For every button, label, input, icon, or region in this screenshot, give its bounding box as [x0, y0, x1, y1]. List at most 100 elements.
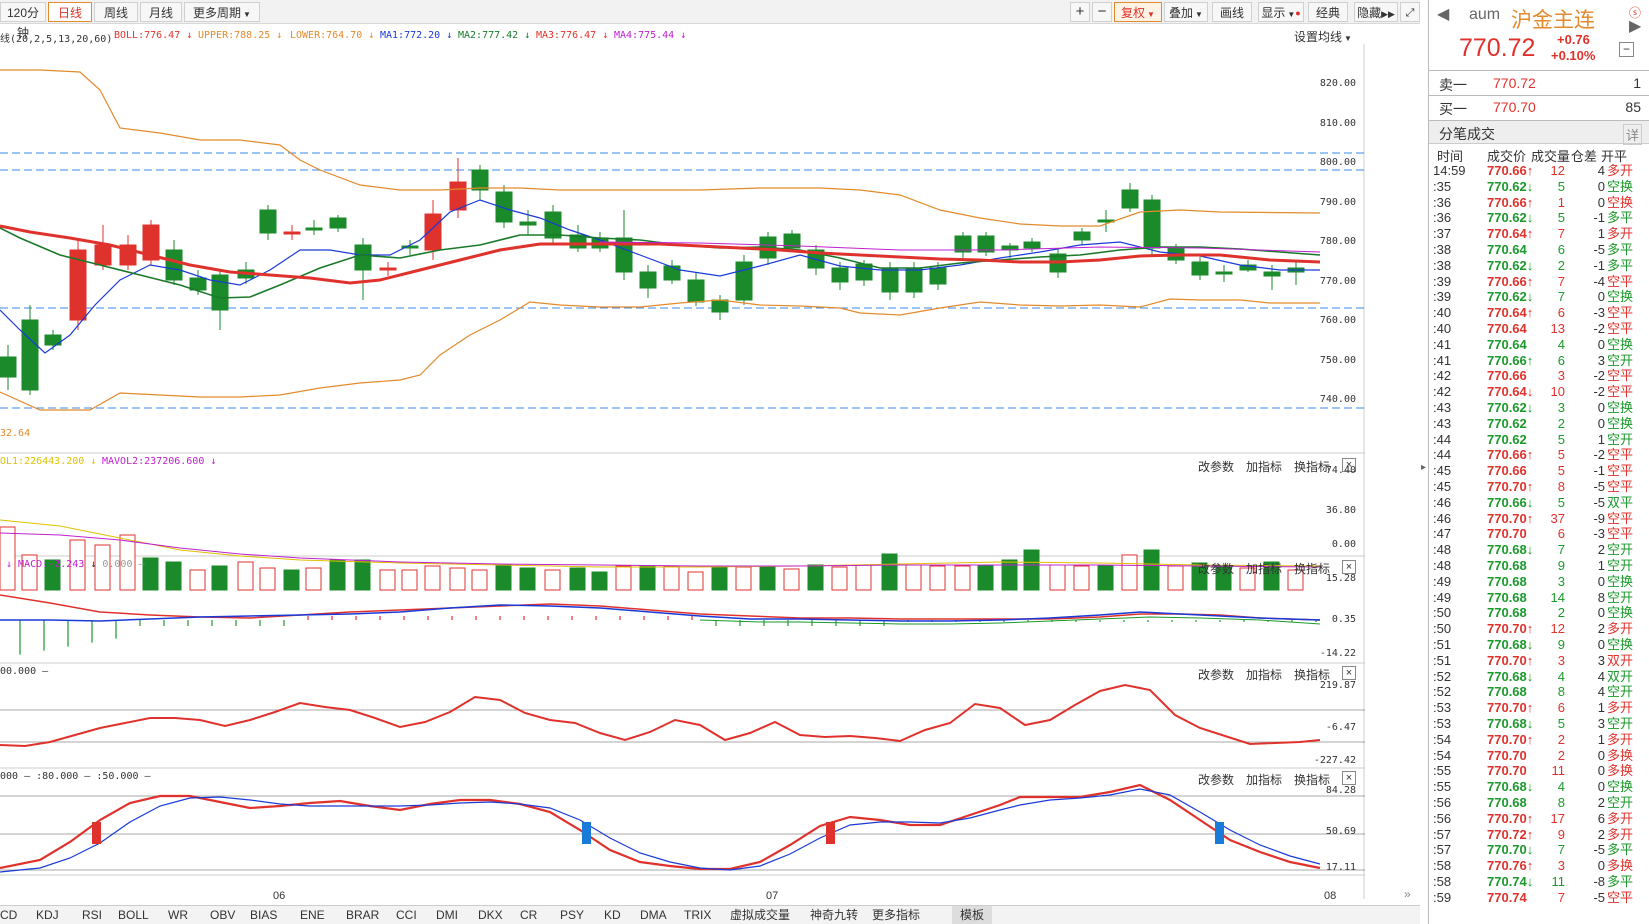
tab-虚拟成交量[interactable]: 虚拟成交量 — [730, 908, 791, 922]
tab-brar[interactable]: BRAR — [346, 908, 380, 922]
tick-price: 770.66↑ — [1487, 163, 1534, 178]
scroll-right-icon[interactable]: » — [1404, 887, 1411, 901]
macd-switch-indicator-button[interactable]: 换指标 — [1294, 562, 1331, 576]
tick-volume: 9 — [1557, 637, 1565, 652]
tick-type: 空平 — [1607, 384, 1634, 400]
macd-close-icon[interactable]: × — [1342, 560, 1356, 574]
collapse-quote-button[interactable]: − — [1619, 42, 1634, 57]
tab-cd[interactable]: CD — [0, 908, 18, 922]
kd-change-params-button[interactable]: 改参数 — [1198, 773, 1235, 787]
tick-price: 770.62↓ — [1487, 400, 1534, 415]
fuquan-button[interactable]: 复权 ▼ — [1114, 2, 1162, 22]
tick-time: :56 — [1433, 810, 1452, 826]
volume-bar — [591, 571, 608, 591]
vol-switch-indicator-button[interactable]: 换指标 — [1294, 460, 1331, 474]
hide-button[interactable]: 隐藏▶▶ — [1354, 2, 1398, 22]
tab-obv[interactable]: OBV — [210, 908, 236, 922]
zoom-out-button[interactable]: − — [1092, 2, 1112, 22]
period-monthly-button[interactable]: 月线 — [140, 2, 182, 22]
display-button[interactable]: 显示 ▼● — [1258, 2, 1304, 22]
kd-switch-indicator-button[interactable]: 换指标 — [1294, 773, 1331, 787]
zoom-in-button[interactable]: + — [1070, 2, 1090, 22]
cci-change-params-button[interactable]: 改参数 — [1198, 668, 1235, 682]
tick-price: 770.66 — [1487, 463, 1527, 479]
tick-volume: 3 — [1557, 652, 1565, 668]
candle — [379, 262, 397, 276]
tab-kd[interactable]: KD — [604, 908, 621, 922]
tick-volume: 2 — [1557, 731, 1565, 747]
period-120min-button[interactable]: 120分钟 — [0, 2, 46, 40]
cci-close-icon[interactable]: × — [1342, 666, 1356, 680]
tab-psy[interactable]: PSY — [560, 908, 585, 922]
tab-cci[interactable]: CCI — [396, 908, 417, 922]
cci-switch-indicator-button[interactable]: 换指标 — [1294, 668, 1331, 682]
tick-volume: 6 — [1557, 700, 1565, 716]
period-weekly-button[interactable]: 周线 — [94, 2, 138, 22]
overlay-button[interactable]: 叠加 ▼ — [1164, 2, 1208, 22]
candlestick-series — [0, 158, 1305, 395]
macd-add-indicator-button[interactable]: 加指标 — [1246, 562, 1283, 576]
macd-change-params-button[interactable]: 改参数 — [1198, 562, 1235, 576]
volume-bar — [544, 569, 561, 591]
tab-rsi[interactable]: RSI — [82, 908, 103, 922]
tab-kdj[interactable]: KDJ — [36, 908, 59, 922]
kd-close-icon[interactable]: × — [1342, 771, 1356, 785]
more-periods-button[interactable]: 更多周期 ▼ — [184, 2, 260, 22]
kd-add-indicator-button[interactable]: 加指标 — [1246, 773, 1283, 787]
tab-wr[interactable]: WR — [168, 908, 188, 922]
tick-price: 770.68↓ — [1487, 716, 1534, 731]
tick-oi-change: 0 — [1597, 573, 1605, 589]
volume-bar — [639, 565, 656, 591]
tab-更多指标[interactable]: 更多指标 — [872, 908, 921, 922]
tick-time: :57 — [1433, 826, 1452, 842]
tab-bias[interactable]: BIAS — [250, 908, 278, 922]
tick-oi-change: -5 — [1593, 842, 1605, 858]
tick-volume: 3 — [1557, 858, 1565, 874]
volume-bar — [807, 564, 824, 591]
prev-contract-icon[interactable]: ◀ — [1437, 6, 1450, 23]
detail-button[interactable]: 详 — [1622, 124, 1642, 145]
tick-oi-change: 0 — [1597, 194, 1605, 210]
tick-price: 770.66↑ — [1487, 447, 1534, 463]
volume-bar — [69, 539, 86, 591]
tick-volume: 4 — [1557, 336, 1565, 352]
tab-trix[interactable]: TRIX — [684, 908, 712, 922]
collapse-panel-icon[interactable]: ▸ — [1421, 462, 1427, 473]
tab-boll[interactable]: BOLL — [118, 908, 149, 922]
vol-change-params-button[interactable]: 改参数 — [1198, 460, 1235, 474]
next-contract-icon[interactable]: ▶ — [1629, 18, 1642, 35]
set-ma-button[interactable]: 设置均线 ▼ — [1294, 30, 1352, 44]
tick-time: :38 — [1433, 242, 1452, 257]
volume-bar — [259, 567, 276, 591]
volume-bar — [954, 565, 971, 591]
classic-button[interactable]: 经典 — [1308, 2, 1348, 22]
tab-神奇九转[interactable]: 神奇九转 — [810, 908, 859, 922]
tick-time: :52 — [1433, 684, 1452, 700]
kline-chart[interactable] — [0, 44, 1365, 899]
fullscreen-button[interactable]: ⤢ — [1400, 2, 1420, 22]
info-icon[interactable]: ⓢ — [1629, 6, 1642, 20]
draw-line-button[interactable]: 画线 — [1212, 2, 1252, 22]
tab-dkx[interactable]: DKX — [478, 908, 503, 922]
volume-bar — [687, 571, 704, 591]
period-daily-button[interactable]: 日线 — [48, 2, 92, 22]
tick-price: 770.70↑ — [1487, 731, 1534, 747]
tab-dmi[interactable]: DMI — [436, 908, 458, 922]
last-price: 770.72 — [1459, 34, 1536, 62]
candle — [929, 262, 947, 290]
ma1-line — [0, 199, 1320, 354]
cci-add-indicator-button[interactable]: 加指标 — [1246, 668, 1283, 682]
tick-type: 空换 — [1607, 573, 1634, 589]
tick-type: 空换 — [1607, 178, 1634, 194]
tick-type: 双平 — [1607, 494, 1634, 510]
tab-ene[interactable]: ENE — [300, 908, 325, 922]
tab-cr[interactable]: CR — [520, 908, 538, 922]
tick-price: 770.66↑ — [1487, 273, 1534, 289]
tick-row: :58 770.74↓ 11 -8 多平 — [1429, 874, 1649, 890]
ma3-value: MA3:776.47 ↓ — [536, 30, 609, 41]
tab-模板[interactable]: 模板 — [952, 906, 993, 924]
vol-add-indicator-button[interactable]: 加指标 — [1246, 460, 1283, 474]
tick-row: :40 770.64 13 -2 空平 — [1429, 321, 1649, 337]
tab-dma[interactable]: DMA — [640, 908, 667, 922]
vol-close-icon[interactable]: × — [1342, 458, 1356, 472]
